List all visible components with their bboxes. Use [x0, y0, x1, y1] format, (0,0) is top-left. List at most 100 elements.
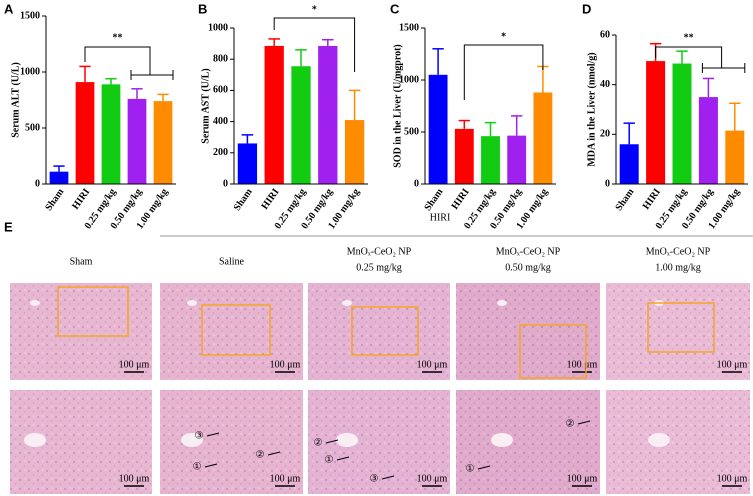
column-dose: 1.00 mg/kg — [655, 262, 701, 273]
y-tick-label: 600 — [213, 85, 228, 96]
significance-bracket — [463, 44, 544, 100]
scale-bar-label: 100 μm — [270, 359, 301, 370]
scale-bar-label: 100 μm — [119, 473, 150, 484]
group-label: HIRI — [430, 212, 451, 223]
y-tick-label: 1000 — [20, 66, 40, 77]
significance-bracket — [701, 63, 746, 73]
column-label: MnOₓ-CeO₂ NP — [646, 246, 711, 257]
vessel — [181, 433, 203, 447]
micrograph-texture — [606, 283, 750, 380]
scale-bar-label: 100 μm — [270, 473, 301, 484]
x-tick-label: HIRI — [641, 187, 663, 212]
column-label: MnOₓ-CeO₂ NP — [496, 246, 561, 257]
y-tick-label: 40 — [600, 79, 610, 90]
marker-arrow — [577, 420, 591, 425]
y-tick-label: 1000 — [208, 22, 228, 33]
bar — [698, 97, 718, 184]
micrograph-texture — [606, 390, 750, 494]
y-axis-label: SOD in the Liver (U/mgprot) — [392, 44, 403, 168]
vessel — [648, 433, 670, 447]
panel-label: C — [390, 1, 400, 16]
column-label: MnOₓ-CeO₂ NP — [347, 246, 412, 257]
y-axis-label: MDA in the Liver (nmol/g) — [586, 52, 597, 166]
bar — [264, 45, 284, 184]
y-tick-label: 0 — [35, 178, 40, 189]
marker-arrow — [325, 439, 339, 444]
scale-bar-label: 100 μm — [567, 473, 598, 484]
micrograph-texture — [308, 283, 450, 380]
y-axis-label: Serum ALT (U/L) — [10, 62, 21, 138]
x-tick-label: Sham — [43, 186, 66, 213]
x-tick-label: HIRI — [450, 187, 472, 212]
significance-bracket — [655, 46, 723, 68]
vessel — [336, 433, 358, 447]
significance-label: * — [312, 4, 317, 15]
significance-bracket — [84, 46, 151, 75]
panel-label: E — [4, 219, 13, 234]
bar — [153, 101, 173, 184]
marker: ① — [193, 461, 202, 472]
panel-label: D — [582, 1, 591, 16]
marker-arrow — [477, 465, 491, 470]
scale-bar-label: 100 μm — [717, 473, 748, 484]
marker: ② — [256, 449, 265, 460]
column-dose: 0.25 mg/kg — [356, 262, 402, 273]
significance-label: * — [501, 31, 506, 42]
column-label: Saline — [219, 256, 245, 267]
bar — [75, 82, 95, 184]
vessel — [24, 433, 46, 447]
y-tick-label: 60 — [600, 29, 610, 40]
significance-bracket — [130, 70, 174, 80]
scale-bar-label: 100 μm — [717, 359, 748, 370]
marker-arrow — [206, 432, 220, 437]
marker: ② — [314, 437, 323, 448]
bar — [101, 84, 121, 184]
marker: ③ — [195, 430, 204, 441]
y-axis-label: Serum AST (U/L) — [200, 68, 211, 143]
bar — [318, 45, 338, 184]
zoom-box — [201, 304, 271, 356]
scale-bar-label: 100 μm — [417, 359, 448, 370]
panel-label: B — [198, 1, 207, 16]
x-tick-label: HIRI — [259, 187, 281, 212]
bar — [237, 143, 258, 184]
bar — [619, 144, 639, 184]
column-label: Sham — [70, 256, 93, 267]
bar — [481, 136, 500, 184]
marker: ③ — [370, 473, 379, 484]
micrograph-texture — [456, 283, 600, 380]
bar — [127, 98, 147, 184]
bar — [291, 66, 311, 184]
marker: ① — [466, 463, 475, 474]
y-tick-label: 1000 — [399, 74, 419, 85]
y-tick-label: 20 — [600, 129, 610, 140]
marker-arrow — [336, 456, 350, 461]
vessel — [497, 300, 507, 306]
vessel — [491, 433, 513, 447]
x-tick-label: Sham — [614, 186, 637, 213]
y-tick-label: 0 — [414, 178, 419, 189]
bar — [646, 61, 666, 185]
bar — [428, 74, 448, 184]
micrograph-texture — [160, 283, 303, 380]
bar — [344, 120, 365, 184]
x-tick-label: HIRI — [70, 187, 92, 212]
zoom-box — [647, 302, 715, 353]
micrograph-texture — [456, 390, 600, 494]
bar — [49, 171, 69, 184]
zoom-box — [519, 324, 587, 379]
scale-bar-label: 100 μm — [417, 473, 448, 484]
significance-label: ** — [684, 32, 694, 43]
y-tick-label: 1500 — [399, 22, 419, 33]
x-tick-label: Sham — [422, 186, 445, 213]
significance-label: ** — [113, 32, 123, 43]
column-dose: 0.50 mg/kg — [505, 262, 551, 273]
scale-bar-label: 100 μm — [119, 359, 150, 370]
marker: ① — [325, 454, 334, 465]
bar — [672, 63, 692, 184]
x-tick-label: Sham — [232, 186, 255, 213]
y-tick-label: 1500 — [20, 10, 40, 21]
bar — [533, 92, 553, 184]
marker-arrow — [267, 451, 281, 456]
y-tick-label: 800 — [213, 53, 228, 64]
